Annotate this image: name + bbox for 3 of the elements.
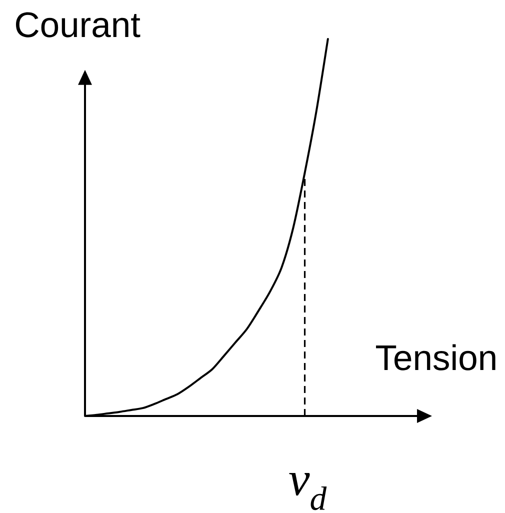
annotation: v$_{d}$ bbox=[289, 472, 327, 510]
y-axis-title: Courant bbox=[16, 12, 140, 38]
x-axis-title: Tension bbox=[376, 344, 496, 370]
